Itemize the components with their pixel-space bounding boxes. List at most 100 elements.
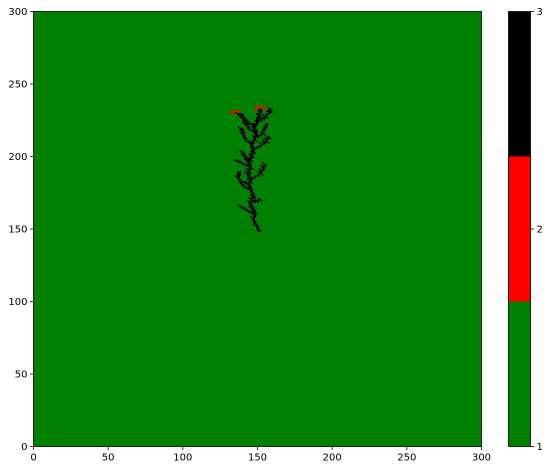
burned-cell xyxy=(254,176,257,179)
burned-cell xyxy=(253,215,255,218)
burned-cell xyxy=(258,173,261,176)
burned-cell xyxy=(263,168,266,170)
burned-cell xyxy=(257,117,260,119)
burned-cell xyxy=(247,160,249,163)
burned-cell xyxy=(256,117,258,119)
burned-cell xyxy=(256,130,258,132)
burned-cell xyxy=(254,133,257,135)
burned-cell xyxy=(256,175,258,177)
x-tick-label: 0 xyxy=(30,453,36,464)
burned-cell xyxy=(250,205,252,208)
burned-cell xyxy=(267,113,270,115)
burned-cell xyxy=(260,200,263,202)
burned-cell xyxy=(253,156,255,159)
x-tick-label: 300 xyxy=(472,453,491,464)
burned-cell xyxy=(241,150,243,153)
burned-cell xyxy=(251,168,254,170)
burned-cell xyxy=(257,136,260,138)
burned-cell xyxy=(263,166,266,169)
burned-cell xyxy=(254,127,257,130)
burned-cell xyxy=(244,117,246,119)
burned-cell xyxy=(245,121,248,124)
burned-cell xyxy=(247,157,249,160)
burned-cell xyxy=(256,226,258,228)
burned-cell xyxy=(242,115,245,118)
burned-cell xyxy=(253,195,255,198)
burned-cell xyxy=(261,128,264,131)
burned-cell xyxy=(256,134,258,137)
burned-cell xyxy=(253,124,255,127)
burned-cell xyxy=(263,163,266,166)
burned-cell xyxy=(266,114,269,117)
burned-cell xyxy=(248,205,251,208)
burning-cell xyxy=(232,111,234,114)
y-tick-label: 200 xyxy=(8,152,27,163)
burned-cell xyxy=(257,171,260,173)
burned-cell xyxy=(245,157,248,160)
burned-cell xyxy=(248,157,251,160)
burned-cell xyxy=(258,134,261,137)
burned-cell xyxy=(256,124,258,127)
burned-cell xyxy=(239,127,242,130)
burned-cell xyxy=(241,130,243,132)
burned-cell xyxy=(250,143,252,146)
burned-cell xyxy=(244,163,246,166)
burned-cell xyxy=(238,173,240,176)
burned-cell xyxy=(256,128,258,131)
burned-cell xyxy=(253,220,255,222)
burned-cell xyxy=(245,163,248,166)
x-tick-label: 100 xyxy=(173,453,192,464)
burned-cell xyxy=(264,126,267,128)
burned-cell xyxy=(238,172,240,175)
burned-cell xyxy=(236,172,239,175)
burned-cell xyxy=(251,191,254,193)
burned-cell xyxy=(257,229,260,231)
burning-cell xyxy=(254,108,257,111)
burned-cell xyxy=(245,165,248,167)
burned-cell xyxy=(264,140,267,143)
burned-cell xyxy=(250,142,252,144)
burned-cell xyxy=(260,144,263,147)
burned-cell xyxy=(247,188,249,190)
burned-cell xyxy=(247,186,249,189)
burned-cell xyxy=(242,114,245,117)
burned-cell xyxy=(248,186,251,189)
burning-cell xyxy=(263,108,266,111)
burned-cell xyxy=(257,120,260,122)
burned-cell xyxy=(253,207,255,209)
burned-cell xyxy=(241,205,243,208)
burned-cell xyxy=(257,175,260,177)
burned-cell xyxy=(248,197,251,199)
burned-cell xyxy=(239,172,242,175)
burned-cell xyxy=(244,155,246,157)
burned-cell xyxy=(266,117,269,119)
burned-cell xyxy=(248,210,251,212)
burned-cell xyxy=(251,210,254,212)
burned-cell xyxy=(251,213,254,215)
burned-cell xyxy=(269,137,272,140)
burned-cell xyxy=(251,178,254,180)
burned-cell xyxy=(250,202,252,205)
burned-cell xyxy=(239,162,242,164)
burned-cell xyxy=(257,230,260,233)
burned-cell xyxy=(269,108,272,111)
burned-cell xyxy=(242,131,245,134)
burned-cell xyxy=(239,114,242,117)
heatmap-cells xyxy=(230,105,273,233)
burned-cell xyxy=(260,171,263,173)
burned-cell xyxy=(256,118,258,121)
burned-cell xyxy=(261,131,264,134)
burned-cell xyxy=(256,213,258,215)
burned-cell xyxy=(253,217,255,219)
burned-cell xyxy=(254,223,257,225)
burned-cell xyxy=(267,110,270,112)
burned-cell xyxy=(241,152,243,154)
burned-cell xyxy=(244,182,246,185)
burned-cell xyxy=(257,118,260,121)
burned-cell xyxy=(264,124,267,127)
burning-cell xyxy=(256,107,258,109)
burning-cell xyxy=(258,105,261,108)
burned-cell xyxy=(264,165,267,167)
burned-cell xyxy=(250,181,252,183)
